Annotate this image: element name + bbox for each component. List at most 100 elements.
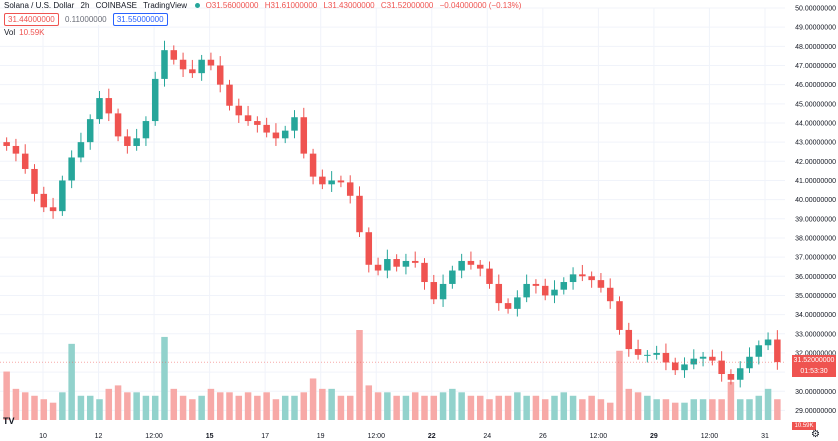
countdown-tag: 01:53:30 <box>792 366 836 378</box>
candle-body <box>569 274 577 283</box>
candle-body <box>3 142 10 146</box>
candle-body <box>59 180 66 212</box>
volume-bar <box>532 395 540 420</box>
price-tick-label: 41.00000000 <box>795 178 836 185</box>
volume-bar <box>12 388 20 420</box>
volume-bar <box>439 392 447 420</box>
price-tick-label: 42.00000000 <box>795 159 836 166</box>
interval-label[interactable]: 2h <box>80 1 90 10</box>
volume-bar <box>681 402 688 420</box>
volume-bar <box>263 392 270 420</box>
candle-body <box>560 282 568 290</box>
candle-body <box>579 274 586 277</box>
symbol-name[interactable]: Solana / U.S. Dollar <box>4 1 75 10</box>
volume-bar <box>272 399 280 420</box>
candle-body <box>476 264 484 269</box>
candle-body <box>86 119 94 143</box>
tradingview-logo[interactable]: TV <box>3 416 15 426</box>
candle-body <box>216 65 224 85</box>
volume-bar <box>114 385 122 420</box>
volume-bar <box>291 395 298 420</box>
candle-body <box>616 301 623 330</box>
volume-bar <box>68 343 75 420</box>
volume-bar <box>569 395 577 420</box>
candle-body <box>319 176 326 185</box>
last-price-tag: 31.52000000 <box>792 355 836 367</box>
source-label: TradingView <box>143 1 188 10</box>
volume-bar <box>504 395 512 420</box>
volume-bar <box>384 392 391 420</box>
candle-body <box>597 280 605 288</box>
price-tick-label: 46.00000000 <box>795 82 836 89</box>
time-tick-label: 12:00 <box>701 433 719 440</box>
volume-bar <box>59 392 66 420</box>
gear-icon[interactable]: ⚙ <box>811 429 820 440</box>
bid-ask-row: 31.44000000 0.11000000 31.55000000 <box>4 13 172 26</box>
price-tick-label: 47.00000000 <box>795 63 836 70</box>
volume-bar <box>309 378 317 420</box>
price-tick-label: 37.00000000 <box>795 255 836 262</box>
candle-body <box>486 268 493 284</box>
price-axis[interactable]: 50.00000000 49.00000000 48.00000000 47.0000… <box>795 6 836 415</box>
volume-bar <box>653 399 660 420</box>
volume-bar <box>31 395 38 420</box>
candle-body <box>142 121 150 139</box>
volume-bar <box>216 392 224 420</box>
candle-body <box>588 276 595 281</box>
candle-body <box>551 289 558 296</box>
candle-body <box>105 98 113 114</box>
time-tick-label: 22 <box>428 433 436 440</box>
volume-bar <box>133 392 140 420</box>
volume-bar <box>486 399 493 420</box>
candle-body <box>337 180 345 183</box>
time-axis[interactable]: 10 12 12:00 15 17 19 12:00 22 24 26 12:00 29 12:00 31 <box>39 433 769 440</box>
ohlc-open: O31.56000000 <box>205 1 259 10</box>
candle-body <box>356 195 363 233</box>
volume-label[interactable]: Vol <box>4 28 16 37</box>
candle-body <box>644 354 651 356</box>
candle-body <box>96 98 103 120</box>
volume-bar <box>254 395 261 420</box>
candle-body <box>170 50 178 60</box>
spread-value: 0.11000000 <box>64 14 107 25</box>
volume-bar <box>319 388 326 420</box>
candle-body <box>346 182 354 196</box>
price-tick-label: 49.00000000 <box>795 25 836 32</box>
candle-body <box>458 260 465 271</box>
volume-bar <box>597 399 605 420</box>
price-tick-label: 30.00000000 <box>795 389 836 396</box>
candle-body <box>681 364 688 371</box>
candle-body <box>393 259 400 267</box>
candle-body <box>189 69 196 74</box>
candle-body <box>727 374 735 380</box>
volume-bar <box>411 392 419 420</box>
time-tick-label: 15 <box>206 433 214 440</box>
candle-body <box>690 358 698 365</box>
volume-bar <box>198 395 205 420</box>
volume-bars <box>3 330 781 420</box>
volume-bar <box>523 395 530 420</box>
price-tick-label: 38.00000000 <box>795 235 836 242</box>
candle-body <box>309 153 317 177</box>
bid-price-button[interactable]: 31.44000000 <box>4 13 59 26</box>
time-tick-label: 31 <box>761 433 769 440</box>
ask-price-button[interactable]: 31.55000000 <box>112 13 168 26</box>
candle-body <box>161 50 168 79</box>
volume-bar <box>402 395 410 420</box>
candle-body <box>449 270 456 284</box>
candle-body <box>40 193 48 208</box>
volume-bar <box>671 402 679 420</box>
candle-body <box>77 142 85 158</box>
volume-bar <box>86 395 94 420</box>
candle-body <box>634 349 642 355</box>
volume-bar <box>709 399 716 420</box>
candle-body <box>709 356 716 361</box>
volume-bar <box>244 392 252 420</box>
candle-body <box>12 145 20 154</box>
candle-body <box>300 117 308 154</box>
candle-body <box>114 113 122 137</box>
volume-bar <box>421 395 428 420</box>
volume-bar <box>662 399 670 420</box>
volume-bar <box>736 399 744 420</box>
